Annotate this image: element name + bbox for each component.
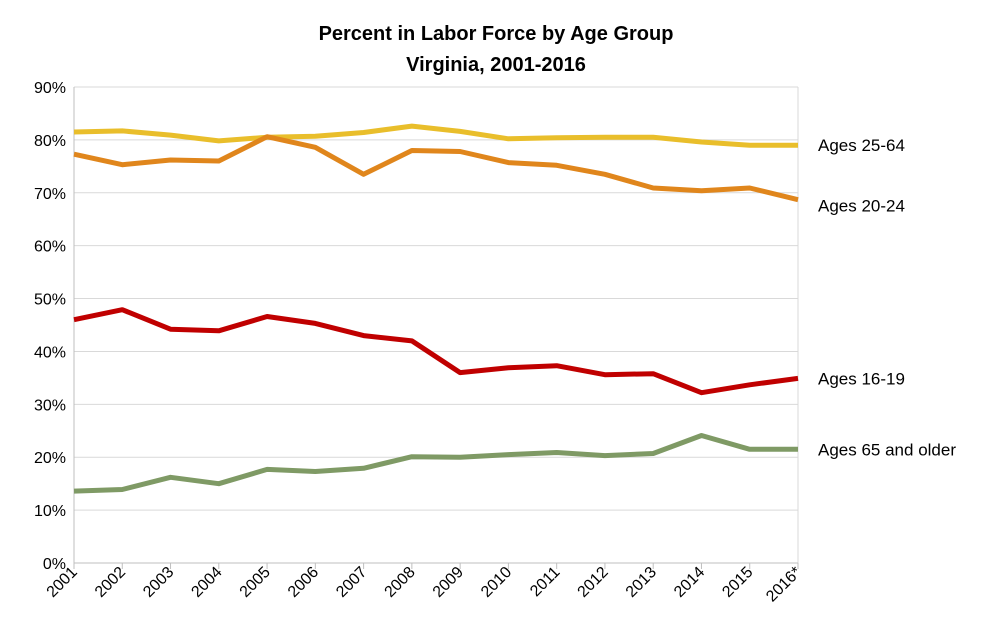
series-label: Ages 25-64	[818, 136, 905, 155]
x-tick-label: 2011	[527, 564, 563, 600]
series-line-ages-25-64	[73, 123, 798, 148]
y-tick-label: 50%	[34, 292, 66, 309]
x-tick-label: 2015	[719, 564, 756, 601]
x-tick-label: 2002	[92, 564, 129, 601]
x-tick-label: 2014	[671, 564, 708, 601]
grid-lines	[74, 86, 799, 563]
series-lines	[73, 123, 799, 494]
y-tick-label: 60%	[34, 239, 66, 256]
x-tick-label: 2003	[140, 564, 177, 601]
y-tick-label: 20%	[34, 450, 66, 467]
x-tick-label: 2006	[285, 564, 322, 601]
series-label: Ages 65 and older	[818, 440, 956, 459]
y-tick-label: 70%	[34, 186, 66, 203]
y-tick-label: 80%	[34, 133, 66, 150]
x-tick-label: 2010	[478, 564, 515, 601]
x-tick-label: 2009	[430, 564, 467, 601]
chart-title: Percent in Labor Force by Age Group	[319, 23, 674, 45]
y-tick-label: 10%	[34, 503, 66, 520]
series-line-ages-20-24	[73, 134, 799, 203]
series-line-ages-16-19	[73, 307, 799, 396]
x-tick-label: 2008	[382, 564, 419, 601]
y-tick-label: 90%	[34, 80, 66, 97]
series-line-ages-65-and-older	[73, 433, 798, 494]
axes	[73, 87, 799, 569]
y-tick-label: 40%	[34, 344, 66, 361]
y-tick-label: 30%	[34, 397, 66, 414]
chart-subtitle: Virginia, 2001-2016	[406, 54, 586, 76]
series-label: Ages 16-19	[818, 369, 905, 388]
x-tick-label: 2007	[333, 564, 370, 601]
x-tick-label: 2012	[575, 564, 612, 601]
x-tick-label: 2005	[237, 564, 274, 601]
series-label: Ages 20-24	[818, 197, 905, 216]
x-tick-label: 2013	[623, 564, 660, 601]
y-tick-label: 0%	[43, 556, 66, 573]
x-tick-label: 2016*	[763, 564, 805, 606]
x-tick-label: 2004	[188, 564, 225, 601]
